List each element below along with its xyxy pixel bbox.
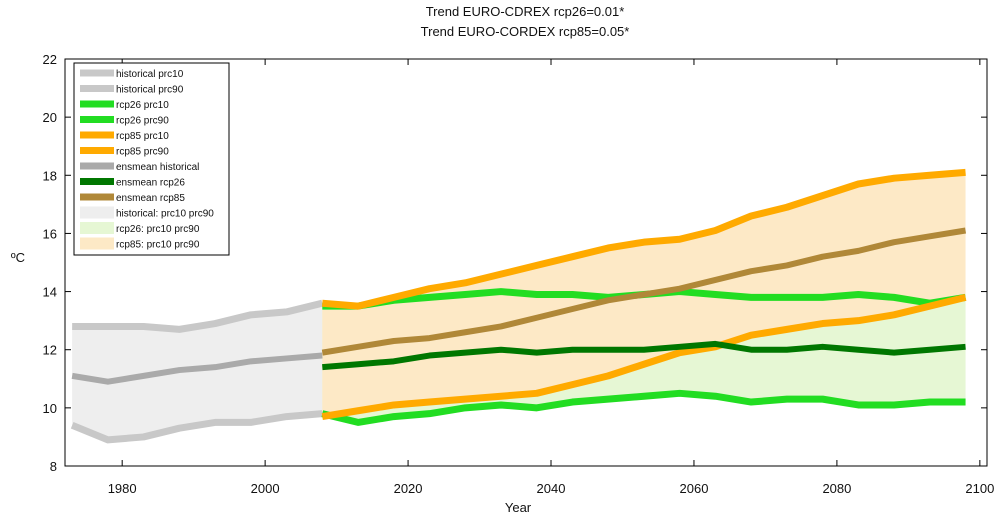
series-line [71,352,323,385]
x-tick-label: 2080 [822,481,851,496]
y-tick-label: 20 [43,110,57,125]
legend-label: rcp26 prc10 [116,100,169,111]
plot-frame [64,58,988,467]
legend-label: rcp26: prc10 prc90 [116,224,200,235]
legend-swatch [80,206,114,219]
series-line [321,227,967,356]
legend-label: ensmean rcp85 [116,193,185,204]
x-tick-label: 2060 [680,481,709,496]
series-line [72,299,324,333]
chart-title: Trend EURO-CDREX rcp26=0.01* [426,4,625,19]
y-tick-label: 8 [50,459,57,474]
x-tick-label: 2040 [537,481,566,496]
series-line [321,389,966,426]
series-line [321,293,967,421]
legend-label: historical: prc10 prc90 [116,209,214,220]
series-line [322,340,966,371]
x-tick-label: 2100 [965,481,994,496]
chart-subtitle: Trend EURO-CORDEX rcp85=0.05* [421,24,630,39]
y-tick-label: 22 [43,52,57,67]
y-tick-label: 10 [43,401,57,416]
legend-label: rcp26 prc90 [116,116,169,127]
legend-label: rcp85: prc10 prc90 [116,240,200,251]
legend-label: historical prc90 [116,85,184,96]
x-axis-label: Year [505,500,532,515]
x-tick-label: 2020 [394,481,423,496]
legend-label: ensmean historical [116,162,199,173]
y-tick-label: 16 [43,226,57,241]
legend-swatch [80,237,114,250]
x-tick-label: 1980 [108,481,137,496]
y-tick-label: 14 [43,285,57,300]
legend-label: rcp85 prc90 [116,147,169,158]
legend-label: rcp85 prc10 [116,131,169,142]
x-tick-label: 2000 [251,481,280,496]
series-line [322,168,966,310]
legend-label: ensmean rcp26 [116,178,185,189]
legend-label: historical prc10 [116,69,184,80]
y-tick-label: 12 [43,343,57,358]
series-line [70,410,323,444]
legend-swatch [80,222,114,234]
y-tick-label: 18 [43,168,57,183]
y-axis-label: ºC [11,250,25,265]
